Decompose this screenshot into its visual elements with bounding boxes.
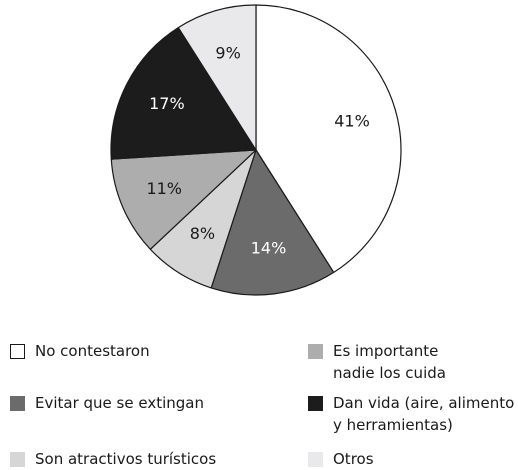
pie-slice-label-3: 11%: [146, 179, 182, 198]
legend-item: No contestaron: [10, 340, 150, 362]
pie-slice-label-2: 8%: [190, 224, 215, 243]
legend-item: Son atractivos turísticos: [10, 448, 216, 470]
legend-item: Evitar que se extingan: [10, 392, 204, 414]
pie-slice-label-1: 14%: [251, 239, 287, 258]
pie-slice-3: [110, 149, 257, 250]
legend-swatch: [10, 452, 25, 467]
pie-slice-label-0: 41%: [334, 112, 370, 131]
pie-slice-5: [177, 4, 257, 151]
pie-chart: 41% 14% 8% 11% 17% 9%: [110, 4, 402, 296]
legend-swatch: [308, 396, 323, 411]
legend-item: Es importante nadie los cuida: [308, 340, 446, 384]
pie-slice-1: [210, 149, 335, 296]
legend-swatch: [308, 452, 323, 467]
pie-slices: [110, 4, 402, 296]
legend-label: Es importante nadie los cuida: [333, 340, 446, 384]
pie-slice-label-5: 9%: [215, 43, 240, 62]
legend-label-line: Son atractivos turísticos: [35, 450, 217, 468]
legend-label-line: Es importante: [333, 342, 439, 360]
legend-item: Otros: [308, 448, 374, 470]
legend-label-line: Evitar que se extingan: [35, 394, 204, 412]
legend-label-line: No contestaron: [35, 342, 150, 360]
pie-slice-label-4: 17%: [149, 94, 185, 113]
legend-label: Son atractivos turísticos: [35, 448, 216, 470]
legend-swatch: [10, 396, 25, 411]
legend-item: Dan vida (aire, alimento y herramientas): [308, 392, 514, 436]
legend-label-line: Otros: [333, 450, 374, 468]
legend-label: Evitar que se extingan: [35, 392, 204, 414]
legend-swatch: [10, 344, 25, 359]
legend-label-line: y herramientas): [333, 416, 453, 434]
legend-swatch: [308, 344, 323, 359]
legend-label: Dan vida (aire, alimento y herramientas): [333, 392, 514, 436]
legend-label-line: nadie los cuida: [333, 364, 446, 382]
legend-label: No contestaron: [35, 340, 150, 362]
legend-label-line: Dan vida (aire, alimento: [333, 394, 515, 412]
pie-slice-4: [110, 26, 257, 160]
legend-label: Otros: [333, 448, 374, 470]
pie-labels: 41% 14% 8% 11% 17% 9%: [146, 43, 369, 257]
pie-slice-0: [255, 4, 402, 274]
